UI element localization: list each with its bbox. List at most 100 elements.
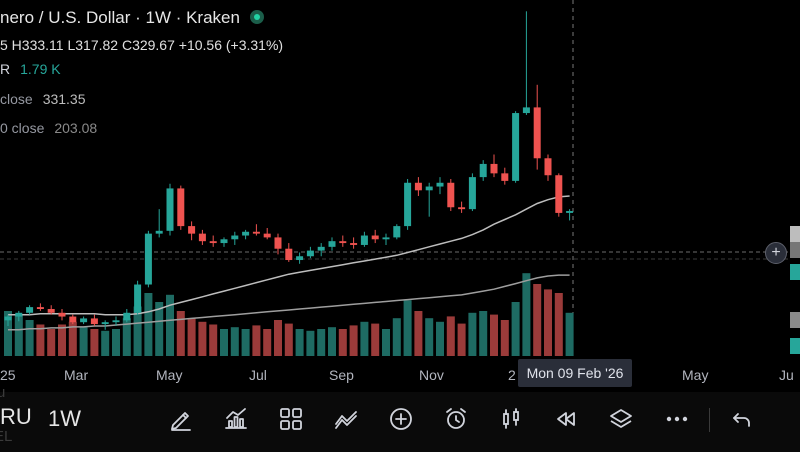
candle-body	[198, 233, 206, 242]
time-axis-label: Jul	[249, 367, 267, 383]
candle-body	[339, 241, 347, 244]
add-plus-icon[interactable]: +	[765, 242, 787, 264]
symbol-button[interactable]: RU	[0, 404, 32, 429]
candle-body	[555, 175, 563, 213]
crosshair-date-label: Mon 09 Feb '26	[518, 359, 632, 387]
symbol-title[interactable]: nero / U.S. Dollar · 1W · Kraken	[0, 8, 264, 28]
candle-body	[371, 235, 379, 240]
alarm-clock-icon[interactable]	[443, 406, 469, 432]
candle-body	[177, 188, 185, 227]
candle-body	[404, 182, 412, 227]
time-axis-label: Ju	[779, 367, 794, 383]
price-chart[interactable]	[0, 0, 800, 392]
candle-body	[306, 250, 314, 257]
ma1-value: 331.35	[42, 91, 86, 107]
candle-body	[350, 243, 358, 245]
price-scale-tab	[790, 338, 800, 354]
candle-body	[566, 211, 574, 213]
volume-bar	[187, 318, 196, 356]
grid-layout-icon[interactable]	[278, 406, 304, 432]
ma2-value: 203.08	[54, 120, 98, 136]
volume-bar	[79, 327, 88, 356]
layers-icon[interactable]	[608, 406, 634, 432]
candle-body	[317, 246, 325, 251]
pencil-icon[interactable]	[168, 406, 194, 432]
candlestick-icon[interactable]	[498, 406, 524, 432]
interval-button[interactable]: 1W	[48, 406, 81, 431]
volume-bar	[317, 329, 326, 356]
volume-bar	[36, 324, 45, 356]
candle-body	[274, 237, 282, 249]
candle-body	[479, 163, 487, 178]
candle-body	[328, 241, 336, 247]
candle-body	[231, 235, 239, 240]
chart-indicators-icon[interactable]	[223, 406, 249, 432]
volume-bar	[58, 324, 66, 356]
price-scale-tab	[790, 312, 800, 328]
ma-legend-1[interactable]: close 331.35	[0, 91, 86, 107]
candle-body	[447, 182, 455, 208]
time-axis-label: 2	[508, 367, 516, 383]
volume-bar	[220, 329, 228, 356]
volume-bar	[403, 300, 412, 356]
volume-bar	[68, 321, 77, 356]
volume-bar	[295, 329, 304, 356]
volume-label: R	[0, 61, 11, 77]
candle-body	[414, 182, 422, 191]
volume-bar	[101, 330, 110, 356]
volume-bar	[284, 323, 293, 356]
time-axis-label: 25	[0, 367, 16, 383]
candle-body	[296, 256, 304, 261]
volume-legend[interactable]: R 1.79 K	[0, 61, 61, 77]
ohlc-readout: 5 H333.11 L317.82 C329.67 +10.56 (+3.31%…	[0, 37, 284, 53]
replay-icon[interactable]	[553, 406, 579, 432]
candle-body	[490, 163, 498, 174]
volume-bar	[166, 294, 174, 356]
candle-body	[382, 237, 390, 240]
candle-body	[468, 177, 476, 210]
volume-bar	[544, 289, 552, 356]
volume-bar	[47, 329, 56, 356]
candle-body	[80, 318, 88, 323]
add-circle-icon[interactable]	[388, 406, 414, 432]
volume-bar	[490, 314, 498, 356]
volume-bar	[522, 273, 531, 356]
candle-body	[522, 107, 530, 114]
volume-value: 1.79 K	[20, 61, 61, 77]
time-axis-label: May	[682, 367, 709, 383]
volume-bar	[155, 302, 164, 356]
candle-body	[209, 241, 217, 244]
volume-bar	[230, 327, 239, 356]
candle-body	[36, 307, 44, 310]
ma-legend-2[interactable]: 0 close 203.08	[0, 120, 97, 136]
volume-bar	[371, 323, 380, 356]
volume-bar	[511, 302, 520, 356]
undo-icon[interactable]	[729, 406, 755, 432]
time-axis-label: Mar	[64, 367, 89, 383]
drawing-tools-icon[interactable]	[333, 406, 359, 432]
ma-short-line	[8, 195, 570, 316]
toolbar-divider	[709, 408, 710, 432]
candle-body	[252, 231, 260, 234]
more-icon[interactable]	[664, 406, 690, 432]
volume-bar	[457, 323, 466, 356]
volume-bar	[425, 318, 434, 356]
volume-bar	[446, 316, 455, 356]
volume-bar	[565, 312, 574, 356]
candle-body	[166, 188, 174, 231]
volume-bar	[274, 320, 282, 356]
candle-body	[458, 207, 466, 210]
candle-body	[436, 182, 444, 187]
volume-bar	[392, 318, 401, 356]
candle-body	[155, 230, 163, 234]
candle-body	[425, 186, 433, 191]
volume-bar	[144, 293, 153, 356]
volume-bar	[414, 311, 423, 356]
candle-body	[4, 316, 12, 321]
candle-body	[90, 318, 98, 325]
market-status-icon	[249, 10, 264, 24]
price-scale-tab	[790, 242, 800, 258]
ma2-label: 0 close	[0, 120, 45, 136]
volume-bars	[4, 273, 574, 356]
candle-body	[69, 316, 77, 323]
